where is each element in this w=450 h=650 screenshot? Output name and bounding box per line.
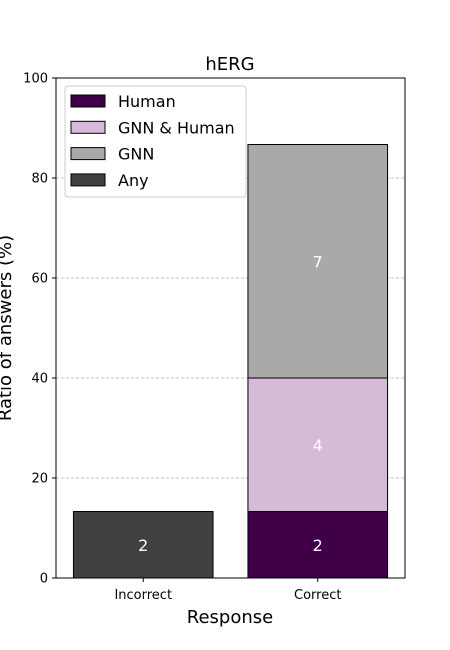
legend-label: Any	[118, 171, 149, 190]
y-tick-label: 100	[23, 72, 48, 87]
y-axis-ticks: 0 20 40 60 80 100	[23, 72, 56, 587]
y-tick-label: 60	[31, 272, 48, 287]
legend-swatch	[70, 147, 106, 161]
legend-label: GNN	[118, 145, 154, 164]
y-tick-label: 40	[31, 372, 48, 387]
legend-label: GNN & Human	[118, 118, 235, 137]
y-axis-label: Ratio of answers (%)	[0, 235, 16, 421]
x-axis-ticks: Incorrect Correct	[114, 578, 341, 603]
y-tick-label: 20	[31, 472, 48, 487]
bar-value-label: 4	[313, 436, 323, 455]
chart-title: hERG	[205, 54, 254, 75]
legend-swatch	[70, 120, 106, 134]
bar-segment	[247, 144, 389, 379]
plot-frame	[55, 77, 406, 579]
x-tick-label: Incorrect	[114, 588, 172, 603]
x-tick-label: Correct	[294, 588, 341, 603]
legend-label: Human	[118, 92, 176, 111]
legend-box	[64, 85, 247, 198]
bar-value-label: 7	[313, 252, 323, 271]
legend-swatch	[70, 173, 106, 187]
bar-segment	[247, 511, 389, 579]
bars: 2 2 4 7	[72, 144, 389, 579]
legend: Human GNN & Human GNN Any	[64, 85, 247, 198]
y-tick-label: 0	[40, 572, 48, 587]
y-tick-label: 80	[31, 172, 48, 187]
bar-value-label: 2	[138, 536, 148, 555]
legend-swatch	[70, 94, 106, 108]
x-axis-label: Response	[187, 607, 273, 628]
bar-value-label: 2	[313, 536, 323, 555]
